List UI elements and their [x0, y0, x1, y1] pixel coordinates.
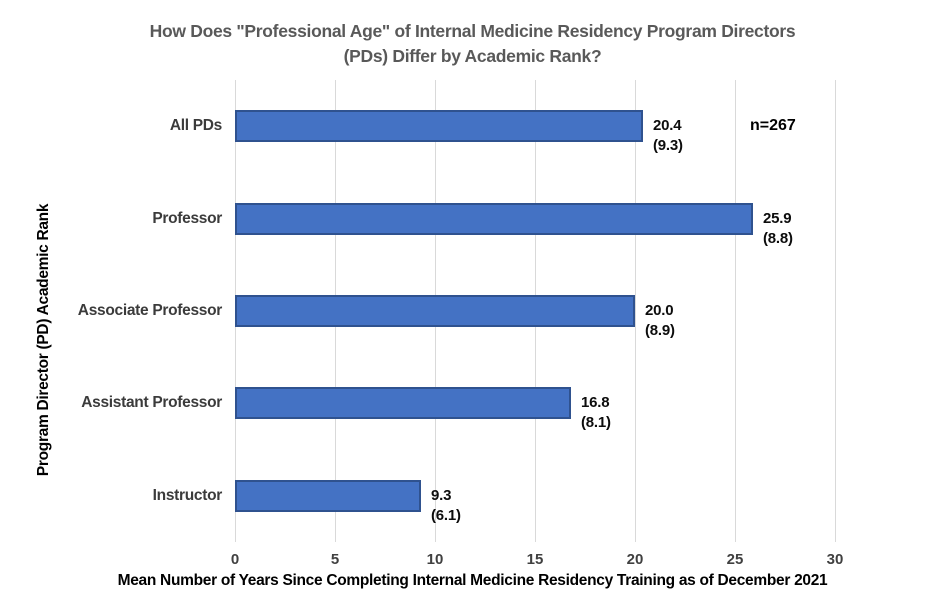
chart-title-line-1: How Does "Professional Age" of Internal … [149, 21, 796, 41]
category-label: Assistant Professor [81, 394, 222, 412]
value-label-sd: (8.8) [763, 229, 793, 247]
value-label: 20.0 (8.9) [645, 301, 675, 341]
gridline [735, 80, 736, 542]
category-label: Instructor [152, 486, 223, 504]
value-label-mean: 20.4 [653, 117, 682, 135]
value-label: 20.4 (9.3) [653, 116, 683, 156]
bar [235, 110, 643, 143]
chart-title-line-2: (PDs) Differ by Academic Rank? [343, 46, 602, 66]
value-label-mean: 20.0 [645, 302, 674, 319]
gridline [835, 80, 836, 542]
x-axis-title: Mean Number of Years Since Completing In… [117, 572, 828, 589]
y-axis-title: Program Director (PD) Academic Rank [35, 203, 52, 477]
x-tick-label: 20 [626, 551, 644, 568]
value-label-sd: (8.1) [581, 414, 611, 432]
category-label: Professor [152, 209, 222, 227]
value-label-mean: 16.8 [581, 394, 610, 412]
x-tick-label: 5 [330, 551, 340, 568]
value-label-sd: (6.1) [431, 506, 461, 524]
chart-title: How Does "Professional Age" of Internal … [0, 19, 945, 69]
value-label-sd: (9.3) [653, 137, 683, 155]
value-label: 16.8 (8.1) [581, 393, 611, 433]
bar [235, 479, 421, 512]
bar [235, 295, 635, 327]
value-label-mean: 25.9 [763, 209, 792, 227]
x-tick-label: 0 [230, 551, 240, 568]
value-label-mean: 9.3 [431, 486, 452, 504]
plot-area [235, 80, 836, 542]
x-tick-label: 30 [826, 551, 844, 568]
x-tick-label: 10 [426, 551, 444, 568]
gridline [635, 80, 636, 542]
value-label: 9.3 (6.1) [431, 486, 461, 526]
n-annotation: n=267 [750, 117, 796, 134]
x-tick-label: 25 [726, 551, 744, 568]
category-label: All PDs [169, 117, 222, 135]
bar [235, 387, 571, 420]
value-label: 25.9 (8.8) [763, 209, 793, 249]
bar [235, 202, 753, 235]
value-label-sd: (8.9) [645, 322, 675, 339]
x-tick-label: 15 [526, 551, 544, 568]
category-label: Associate Professor [77, 302, 223, 319]
